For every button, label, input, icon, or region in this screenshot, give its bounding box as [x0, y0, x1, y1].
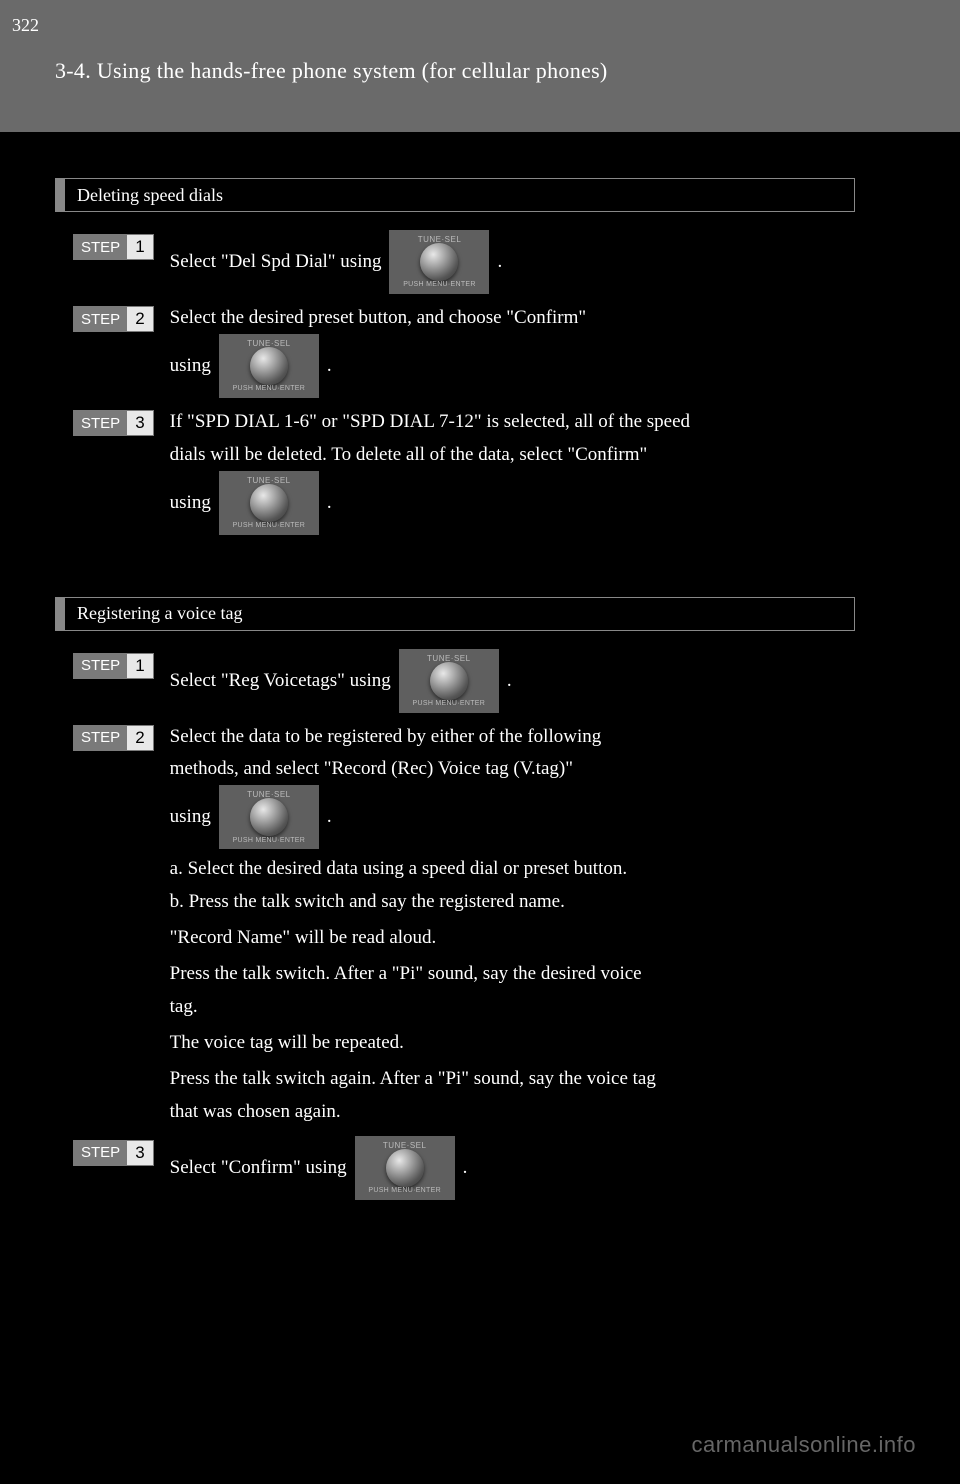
tune-sel-knob-icon [389, 230, 489, 294]
watermark: carmanualsonline.info [691, 1432, 916, 1458]
step-3b-text: Select "Confirm" using . [170, 1136, 905, 1200]
step-label: STEP [73, 725, 126, 751]
step-badge-3: STEP 3 [73, 1140, 154, 1166]
header-title: 3-4. Using the hands-free phone system (… [55, 58, 960, 84]
section-heading-delete-speed-dials: Deleting speed dials [55, 178, 855, 212]
step-1b-text: Select "Reg Voicetags" using . [170, 649, 905, 713]
tune-sel-knob-icon [355, 1136, 455, 1200]
step-number: 3 [126, 410, 153, 436]
tune-sel-knob-icon [399, 649, 499, 713]
tune-sel-knob-icon [219, 785, 319, 849]
step-number: 2 [126, 306, 153, 332]
step-2-row: STEP 2 Select the desired preset button,… [73, 302, 905, 398]
step-label: STEP [73, 1140, 126, 1166]
step-2b-text: Select the data to be registered by eith… [170, 721, 905, 1128]
page-number: 322 [12, 15, 39, 36]
step-3-text: If "SPD DIAL 1-6" or "SPD DIAL 7-12" is … [170, 406, 905, 535]
tune-sel-knob-icon [219, 471, 319, 535]
step-number: 1 [126, 234, 153, 260]
section-heading-register-voice-tag: Registering a voice tag [55, 597, 855, 631]
step-number: 2 [126, 725, 153, 751]
step-badge-1: STEP 1 [73, 653, 154, 679]
tune-sel-knob-icon [219, 334, 319, 398]
step-badge-3: STEP 3 [73, 410, 154, 436]
page-header: 3-4. Using the hands-free phone system (… [0, 0, 960, 132]
step-badge-2: STEP 2 [73, 306, 154, 332]
step-label: STEP [73, 306, 126, 332]
step-number: 3 [126, 1140, 153, 1166]
step-label: STEP [73, 653, 126, 679]
step-1-row-b: STEP 1 Select "Reg Voicetags" using . [73, 649, 905, 713]
step-number: 1 [126, 653, 153, 679]
step-badge-1: STEP 1 [73, 234, 154, 260]
step-3-row-b: STEP 3 Select "Confirm" using . [73, 1136, 905, 1200]
step-2-row-b: STEP 2 Select the data to be registered … [73, 721, 905, 1128]
step-label: STEP [73, 410, 126, 436]
step-2-text: Select the desired preset button, and ch… [170, 302, 905, 398]
step-label: STEP [73, 234, 126, 260]
step-1-row: STEP 1 Select "Del Spd Dial" using . [73, 230, 905, 294]
step-3-row: STEP 3 If "SPD DIAL 1-6" or "SPD DIAL 7-… [73, 406, 905, 535]
step-badge-2: STEP 2 [73, 725, 154, 751]
page-content: Deleting speed dials STEP 1 Select "Del … [0, 132, 960, 1200]
step-1-text: Select "Del Spd Dial" using . [170, 230, 905, 294]
